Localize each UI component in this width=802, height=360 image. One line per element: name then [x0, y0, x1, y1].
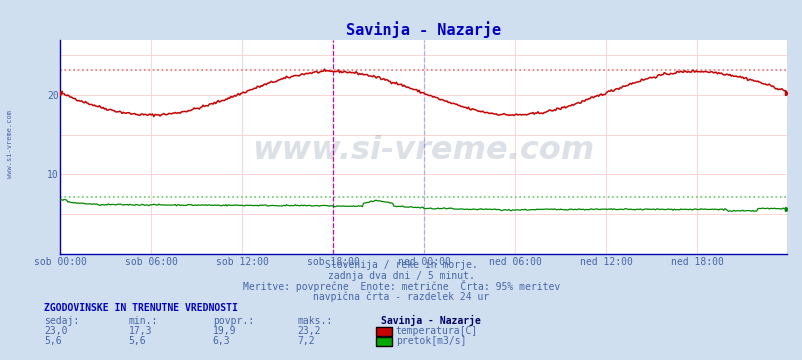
Text: temperatura[C]: temperatura[C] — [395, 326, 477, 336]
Title: Savinja - Nazarje: Savinja - Nazarje — [346, 22, 500, 39]
Text: 5,6: 5,6 — [44, 336, 62, 346]
Text: navpična črta - razdelek 24 ur: navpična črta - razdelek 24 ur — [313, 291, 489, 302]
Text: zadnja dva dni / 5 minut.: zadnja dva dni / 5 minut. — [328, 271, 474, 281]
Text: povpr.:: povpr.: — [213, 316, 253, 326]
Text: sedaj:: sedaj: — [44, 316, 79, 326]
Text: 23,0: 23,0 — [44, 326, 67, 336]
Text: pretok[m3/s]: pretok[m3/s] — [395, 336, 466, 346]
Text: 6,3: 6,3 — [213, 336, 230, 346]
Text: Slovenija / reke in morje.: Slovenija / reke in morje. — [325, 260, 477, 270]
Text: Meritve: povprečne  Enote: metrične  Črta: 95% meritev: Meritve: povprečne Enote: metrične Črta:… — [242, 280, 560, 292]
Text: www.si-vreme.com: www.si-vreme.com — [252, 135, 594, 166]
Text: 19,9: 19,9 — [213, 326, 236, 336]
Text: ZGODOVINSKE IN TRENUTNE VREDNOSTI: ZGODOVINSKE IN TRENUTNE VREDNOSTI — [44, 303, 237, 314]
Text: min.:: min.: — [128, 316, 158, 326]
Text: maks.:: maks.: — [297, 316, 332, 326]
Text: www.si-vreme.com: www.si-vreme.com — [6, 110, 13, 178]
Text: Savinja - Nazarje: Savinja - Nazarje — [381, 315, 480, 326]
Text: 17,3: 17,3 — [128, 326, 152, 336]
Text: 23,2: 23,2 — [297, 326, 320, 336]
Text: 5,6: 5,6 — [128, 336, 146, 346]
Text: 7,2: 7,2 — [297, 336, 314, 346]
